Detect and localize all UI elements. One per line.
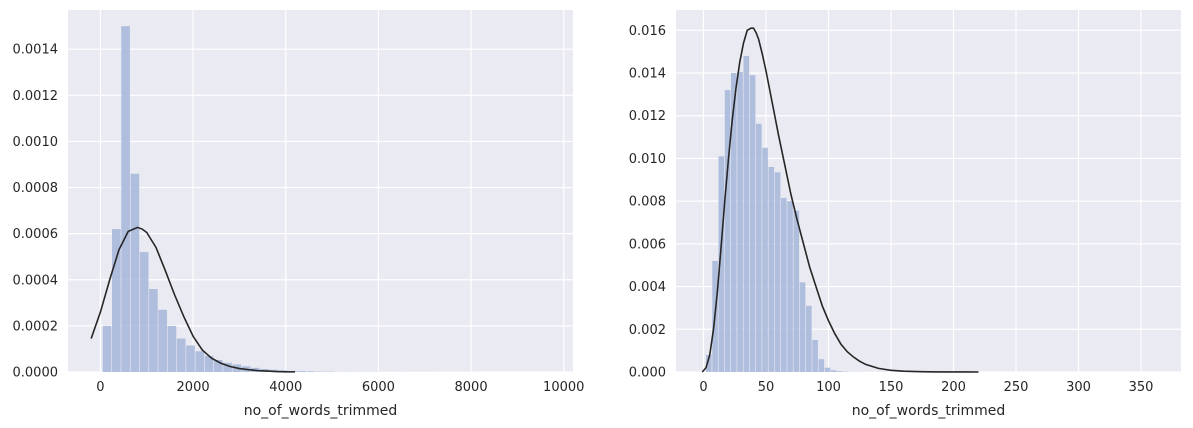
histogram-bar xyxy=(812,339,818,372)
x-tick-label: 8000 xyxy=(455,380,488,395)
y-tick-label: 0.0006 xyxy=(13,227,59,242)
x-tick-label: 50 xyxy=(758,380,775,395)
x-tick-label: 300 xyxy=(1066,380,1091,395)
histogram-bar xyxy=(204,355,214,372)
histogram-bar xyxy=(743,55,750,372)
histogram-bar xyxy=(831,370,837,372)
y-tick-label: 0.0014 xyxy=(13,43,59,58)
y-tick-label: 0.002 xyxy=(629,323,666,338)
histogram-bar xyxy=(806,305,812,372)
x-tick-label: 0 xyxy=(699,380,707,395)
histogram-bar xyxy=(787,201,793,372)
x-tick-label: 2000 xyxy=(177,380,210,395)
y-tick-label: 0.0002 xyxy=(13,319,59,334)
x-tick-label: 100 xyxy=(816,380,841,395)
left-histogram-chart: 0 2000 4000 6000 8000 10000 0.0000 0.0002 0.0004… xyxy=(13,10,584,419)
y-tick-label: 0.004 xyxy=(629,280,666,295)
histogram-bar xyxy=(837,371,843,372)
histogram-bar xyxy=(306,371,316,372)
histogram-bar xyxy=(223,362,232,372)
histogram-bar xyxy=(774,172,781,372)
histogram-bar xyxy=(195,351,205,372)
y-tick-label: 0.0004 xyxy=(13,273,59,288)
x-tick-label: 200 xyxy=(941,380,966,395)
histogram-bar xyxy=(139,252,149,372)
histogram-bar xyxy=(213,360,223,372)
x-tick-label: 10000 xyxy=(543,380,584,395)
histogram-bar xyxy=(718,156,725,372)
y-tick-label: 0.000 xyxy=(629,366,666,381)
histogram-bar xyxy=(799,282,806,372)
x-tick-label: 150 xyxy=(879,380,904,395)
density-curve xyxy=(90,226,296,373)
y-tick-label: 0.012 xyxy=(629,109,666,124)
y-tick-label: 0.014 xyxy=(629,67,666,82)
y-tick-label: 0.010 xyxy=(629,152,666,167)
x-axis-label: no_of_words_trimmed xyxy=(244,403,398,419)
x-tick-label: 6000 xyxy=(362,380,395,395)
x-tick-label: 350 xyxy=(1129,380,1154,395)
histogram-bar xyxy=(130,173,140,372)
histogram-bar xyxy=(749,75,756,372)
y-tick-label: 0.016 xyxy=(629,24,666,39)
x-tick-label: 0 xyxy=(96,380,104,395)
histogram-bar xyxy=(768,166,775,372)
histogram-bar xyxy=(731,73,737,372)
histogram-bar xyxy=(762,147,768,372)
histogram-bar xyxy=(112,229,121,372)
histogram-bar xyxy=(297,371,307,372)
histogram-bar xyxy=(167,325,177,372)
histogram-bar xyxy=(824,367,831,372)
y-tick-label: 0.0012 xyxy=(13,89,59,104)
histogram-bar xyxy=(818,359,825,372)
x-axis-label: no_of_words_trimmed xyxy=(852,403,1006,419)
histogram-bar xyxy=(121,26,130,372)
y-tick-label: 0.008 xyxy=(629,195,666,210)
histogram-bar xyxy=(724,90,731,372)
y-tick-label: 0.0010 xyxy=(13,135,59,150)
x-tick-label: 250 xyxy=(1004,380,1029,395)
histogram-bar xyxy=(737,71,743,372)
histogram-bar xyxy=(176,338,186,372)
histogram-bar xyxy=(756,123,762,372)
histogram-bar xyxy=(781,197,787,372)
histogram-bar xyxy=(158,309,168,372)
histogram-bar xyxy=(102,325,112,372)
histogram-bar xyxy=(706,354,712,372)
histogram-bar xyxy=(186,345,195,372)
histogram-bar xyxy=(149,288,158,372)
y-tick-label: 0.006 xyxy=(629,237,666,252)
y-tick-label: 0.0000 xyxy=(13,366,59,381)
histogram-bar xyxy=(793,210,800,372)
right-histogram-chart: 0 50 100 150 200 250 300 350 0.000 0.002 0.004 0.00… xyxy=(629,10,1181,419)
y-tick-label: 0.0008 xyxy=(13,181,59,196)
density-curve xyxy=(701,27,979,373)
x-tick-label: 4000 xyxy=(269,380,302,395)
